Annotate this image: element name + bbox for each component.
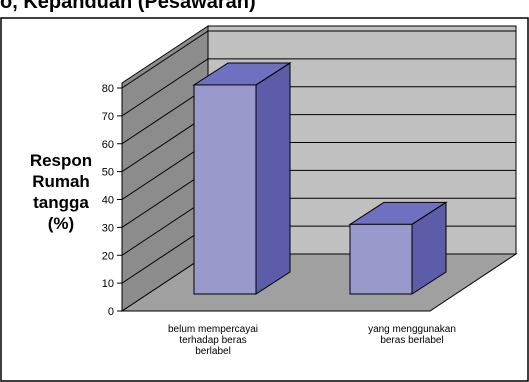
y-tick-label: 20 — [102, 250, 114, 262]
y-tick-label: 0 — [108, 306, 114, 318]
chart-frame — [0, 17, 529, 382]
y-axis-label-line: (%) — [47, 214, 75, 233]
y-tick-label: 80 — [102, 83, 114, 95]
x-category-label-line: yang menggunakan — [368, 324, 456, 335]
y-tick-label: 30 — [102, 222, 114, 234]
gridline — [121, 58, 516, 117]
y-axis: 0 10 20 30 40 50 60 70 80 — [102, 83, 123, 318]
x-category-label-line: belum mempercayai — [168, 324, 258, 335]
gridline — [121, 30, 516, 89]
chart-bars — [192, 62, 448, 295]
y-tick-label: 10 — [102, 278, 114, 290]
x-category-label-line: beras berlabel — [380, 335, 443, 346]
x-axis-categories: belum mempercayai terhadap beras berlabel y… — [168, 324, 456, 357]
y-axis-label-line: Rumah — [32, 172, 90, 191]
chart-caption-fragment: o, Kepanduan (Pesawaran) — [0, 0, 529, 14]
caption-text: o, Kepanduan (Pesawaran) — [0, 0, 256, 13]
y-tick-label: 40 — [102, 195, 114, 207]
y-axis-label-line: tangga — [33, 193, 89, 212]
x-category-label: belum mempercayai terhadap beras berlabel — [168, 324, 258, 357]
y-tick-label: 60 — [102, 139, 114, 151]
y-axis-label-line: Respon — [29, 151, 93, 170]
y-tick-label: 50 — [102, 167, 114, 179]
x-category-label: yang menggunakan beras berlabel — [368, 324, 456, 346]
bar-front-face — [349, 223, 413, 295]
y-tick-label: 70 — [102, 111, 114, 123]
x-category-label-line: berlabel — [195, 346, 231, 357]
y-axis-label: Respon Rumah tangga (%) — [6, 150, 116, 234]
bar-side-face — [255, 62, 291, 295]
bar-front-face — [193, 84, 257, 295]
bar-1 — [192, 62, 292, 295]
x-category-label-line: terhadap beras — [179, 335, 246, 346]
chart-walls — [120, 25, 518, 312]
bar-2 — [348, 201, 448, 295]
